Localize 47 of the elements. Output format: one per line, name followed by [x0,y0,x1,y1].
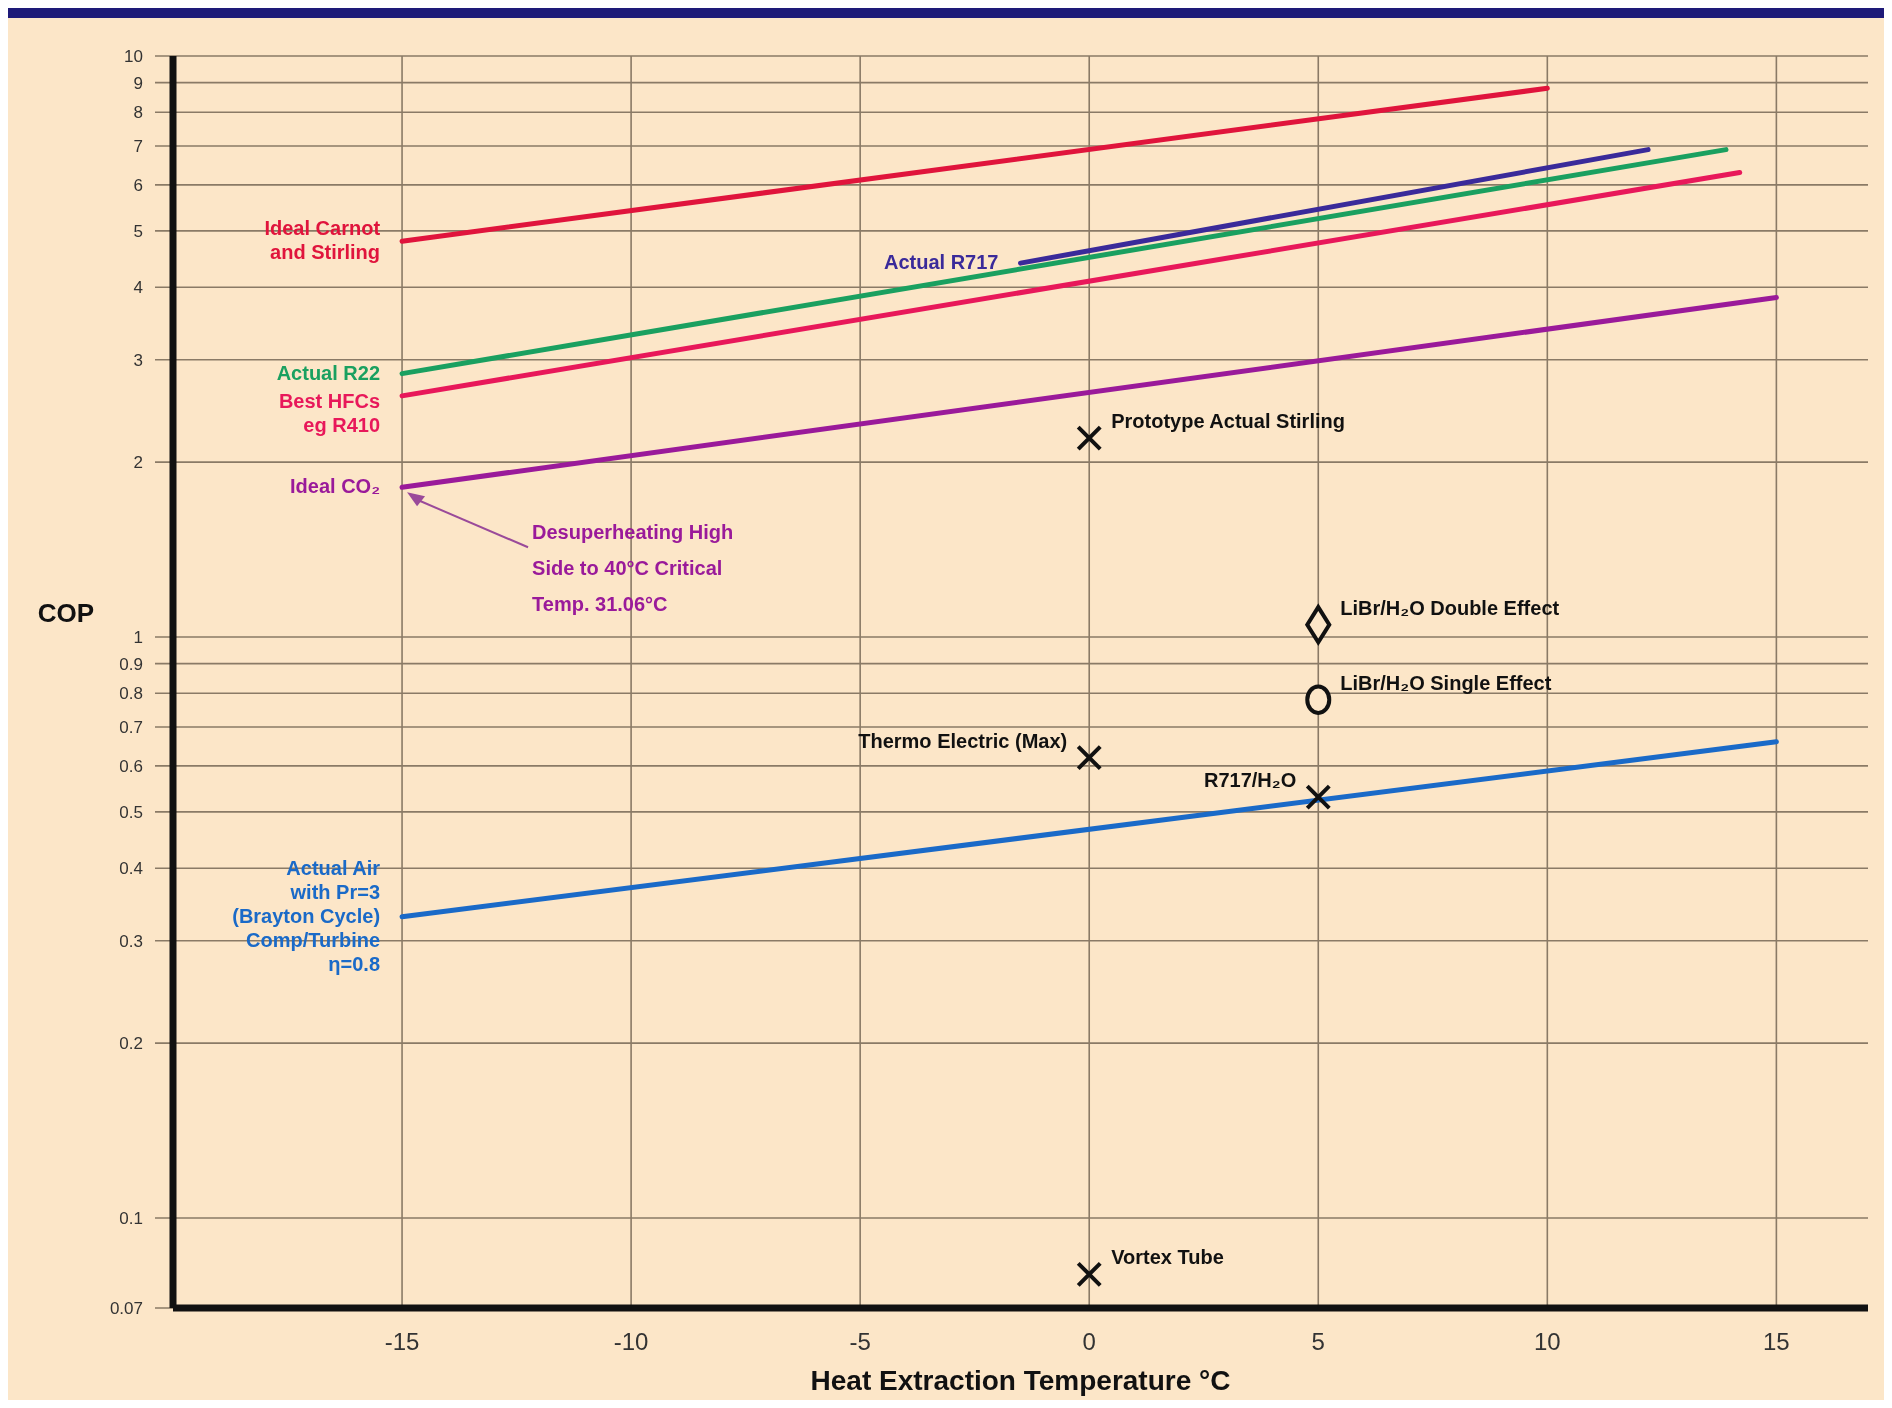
x-tick-label: 0 [1082,1328,1096,1355]
x-tick-label: 10 [1533,1328,1561,1355]
x-tick-label: -5 [849,1328,871,1355]
y-axis-title: COP [37,598,95,628]
y-tick-label: 0.2 [119,1034,143,1054]
y-tick-label: 6 [133,175,143,195]
y-tick-label: 4 [133,278,143,298]
series-label: Best HFCs eg R410 [278,389,381,436]
y-tick-label: 10 [124,46,143,66]
y-tick-label: 7 [133,136,143,156]
series-label: Thermo Electric (Max) [858,729,1068,752]
y-tick-label: 0.5 [119,802,143,822]
point [1076,744,1103,771]
y-tick-label: 0.9 [119,654,143,674]
y-tick-label: 0.3 [119,931,143,951]
x-tick-label: -10 [613,1328,649,1355]
y-tick-label: 0.07 [109,1298,143,1318]
point [1076,425,1103,452]
y-tick-label: 0.8 [119,684,143,704]
series-label: Ideal Carnot and Stirling [264,217,381,264]
series-label: Actual R22 [276,361,381,384]
series-label: Prototype Actual Stirling [1111,410,1345,433]
series-label: Actual R717 [884,251,999,274]
y-tick-label: 9 [133,73,143,93]
y-tick-label: 1 [133,627,143,647]
x-tick-label: -15 [384,1328,420,1355]
y-tick-label: 3 [133,350,143,370]
y-tick-label: 0.6 [119,756,143,776]
y-tick-label: 5 [133,221,143,241]
y-tick-label: 2 [133,453,143,473]
point [1305,784,1332,811]
series-label: Vortex Tube [1111,1246,1224,1269]
series-label: LiBr/H₂O Double Effect [1340,596,1560,619]
x-axis-title: Heat Extraction Temperature °C [810,1365,1231,1396]
series-label: Actual Air with Pr=3 (Brayton Cycle) Comp/Turbine η=0.8 [232,856,381,975]
y-tick-label: 8 [133,103,143,123]
y-tick-label: 0.4 [119,859,143,879]
point [1305,684,1332,715]
y-tick-label: 0.1 [119,1208,143,1228]
point [1076,1261,1103,1288]
y-tick-label: 0.7 [119,717,143,737]
x-tick-label: 5 [1311,1328,1325,1355]
series-label: R717/H₂O [1204,769,1297,792]
series-label: LiBr/H₂O Single Effect [1340,671,1552,694]
series-label: Ideal CO₂ [290,475,381,498]
x-tick-label: 15 [1763,1328,1790,1355]
annotation: Desuperheating High Side to 40°C Critical Temp. 31.06°C [532,521,739,616]
